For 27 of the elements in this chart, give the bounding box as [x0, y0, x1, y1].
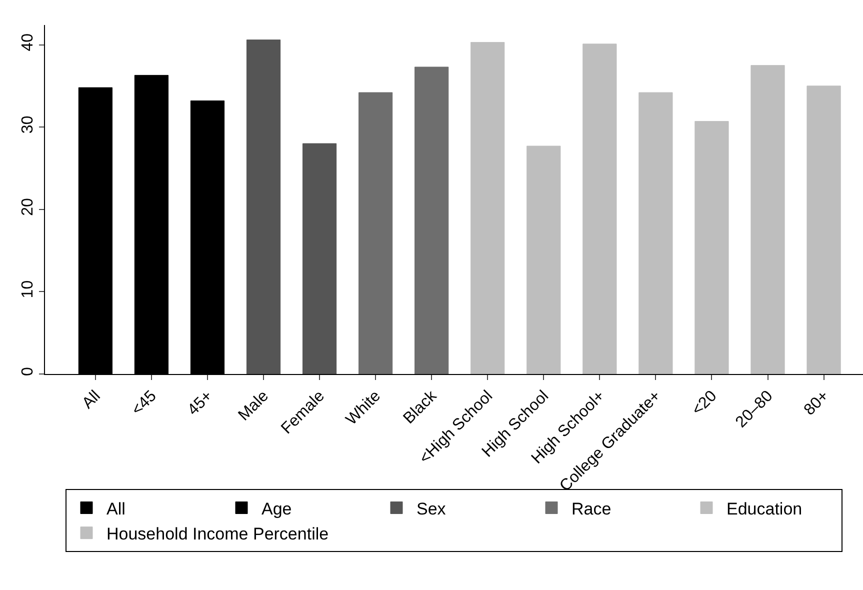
legend-label: Sex [416, 499, 446, 518]
bar [526, 146, 561, 374]
y-tick-label: 20 [20, 198, 37, 216]
legend-label: Age [262, 499, 292, 518]
y-tick-label: 40 [20, 33, 37, 52]
x-tick-label: 45+ [184, 388, 216, 419]
x-tick-label: <45 [128, 388, 160, 419]
bar [582, 44, 617, 374]
bar [638, 92, 673, 374]
x-tick-label: 80+ [801, 388, 832, 419]
bar [414, 66, 449, 374]
y-tick-label: 0 [20, 367, 37, 376]
bar [694, 121, 729, 374]
legend-label: Household Income Percentile [106, 524, 329, 544]
legend-label: All [106, 499, 126, 518]
y-tick-label: 10 [20, 280, 37, 298]
legend-label: Race [572, 499, 612, 518]
bar [806, 86, 841, 374]
y-tick-label: 30 [20, 116, 37, 134]
bar [470, 42, 505, 374]
x-tick-label: All [79, 388, 104, 412]
bar [246, 40, 281, 374]
bar [750, 65, 785, 374]
bar [302, 143, 337, 374]
legend-label: Education [726, 499, 802, 518]
bar [358, 92, 393, 374]
x-tick-label: <20 [689, 388, 720, 419]
